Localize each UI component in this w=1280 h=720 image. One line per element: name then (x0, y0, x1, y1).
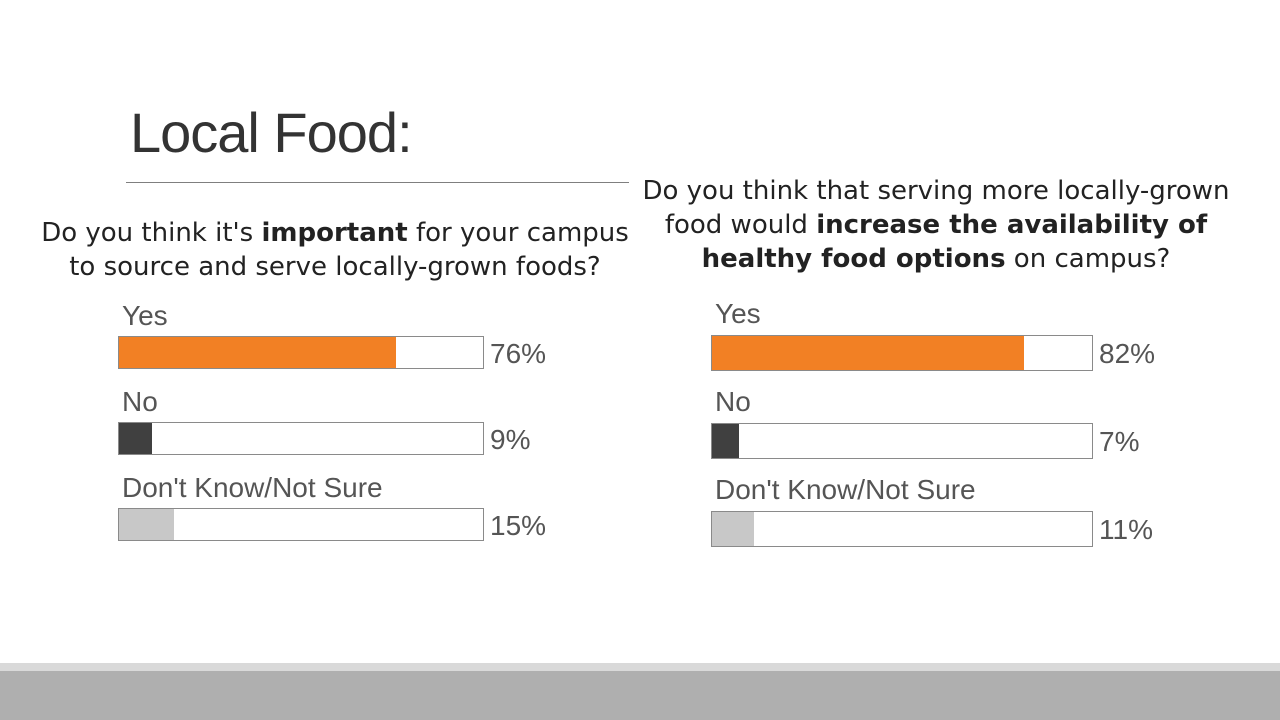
chart-2-question-part-3: on campus? (1005, 244, 1171, 274)
bar (119, 509, 174, 540)
bar-track (118, 508, 484, 541)
chart-1-question-part-3: for your campus to source and serve loca… (69, 218, 629, 282)
category-label: Yes (122, 300, 168, 331)
bar (712, 424, 739, 458)
value-label: 11% (1099, 514, 1153, 545)
bar (119, 423, 152, 454)
value-label: 82% (1099, 338, 1156, 369)
value-label: 9% (490, 424, 531, 455)
value-label: 76% (490, 338, 547, 369)
category-label: Don't Know/Not Sure (122, 472, 383, 503)
chart-1-question-part-1: Do you think it's (41, 218, 262, 248)
chart-2-question: Do you think that serving more locally-g… (636, 174, 1236, 276)
slide-title: Local Food: (130, 101, 413, 164)
value-label: 15% (490, 510, 547, 541)
category-label: Don't Know/Not Sure (715, 474, 976, 505)
bar-track (711, 511, 1093, 547)
value-label: 7% (1099, 426, 1140, 457)
bar-track (711, 335, 1093, 371)
chart-1-question-part-2: important (261, 218, 408, 248)
bar (119, 337, 396, 368)
footer-band-accent (0, 663, 1280, 671)
category-label: No (122, 386, 158, 417)
bar (712, 336, 1024, 370)
chart-1-question: Do you think it's important for your cam… (40, 216, 630, 284)
footer-band (0, 671, 1280, 720)
bar-track (118, 336, 484, 369)
bar-track (711, 423, 1093, 459)
title-divider (126, 182, 629, 183)
category-label: Yes (715, 298, 761, 329)
chart-2-question-part-2: increase the availability of healthy foo… (701, 210, 1208, 274)
category-label: No (715, 386, 751, 417)
chart-2-question-part-1: Do you think that serving more locally-g… (642, 176, 1230, 240)
bar (712, 512, 754, 546)
bar-track (118, 422, 484, 455)
